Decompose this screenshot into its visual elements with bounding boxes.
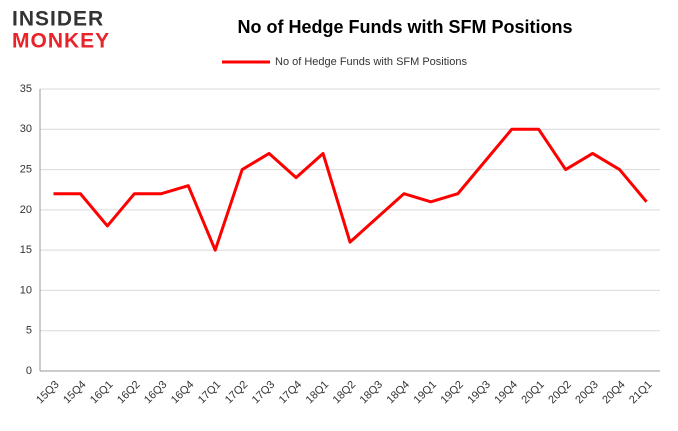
legend: No of Hedge Funds with SFM Positions xyxy=(222,56,467,68)
y-tick-label: 0 xyxy=(26,365,32,377)
logo-line1: INSIDER xyxy=(12,8,104,31)
y-tick-label: 15 xyxy=(20,244,32,256)
y-tick-label: 30 xyxy=(20,123,32,135)
chart-title: No of Hedge Funds with SFM Positions xyxy=(238,17,573,37)
data-line xyxy=(53,127,648,252)
y-tick-label: 10 xyxy=(20,284,32,296)
logo-line2: MONKEY xyxy=(12,30,110,53)
y-tick-label: 35 xyxy=(20,83,32,95)
y-tick-label: 25 xyxy=(20,163,32,175)
y-tick-label: 5 xyxy=(26,325,32,337)
legend-label: No of Hedge Funds with SFM Positions xyxy=(275,56,467,68)
y-tick-label: 20 xyxy=(20,204,32,216)
